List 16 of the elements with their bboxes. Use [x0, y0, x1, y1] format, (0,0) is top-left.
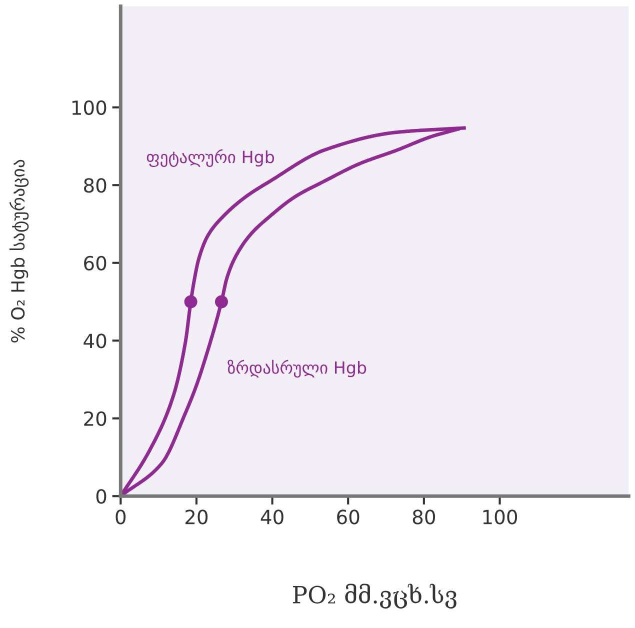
y-tick-label: 60 [84, 256, 106, 271]
y-tick-label: 40 [84, 334, 106, 348]
x-tick-label: 80 [412, 510, 436, 524]
series-label: ზრდასრული Hgb [228, 360, 366, 378]
y-tick-label: 0 [96, 489, 106, 504]
y-tick-label: 80 [84, 178, 106, 193]
x-axis-title: PO₂ მმ.ვცხ.სვ [292, 584, 456, 609]
x-tick-label: 40 [260, 510, 284, 524]
x-tick-label: 20 [186, 510, 208, 524]
y-tick-label: 100 [72, 100, 106, 116]
y-axis-title: % O₂ Hgb სატურაცია [9, 160, 29, 342]
x-tick-label: 100 [483, 510, 518, 524]
series-label: ფეტალური Hgb [146, 149, 274, 167]
x-tick-label: 0 [116, 510, 126, 524]
y-tick-label: 20 [84, 411, 106, 426]
x-tick-label: 60 [337, 510, 360, 524]
